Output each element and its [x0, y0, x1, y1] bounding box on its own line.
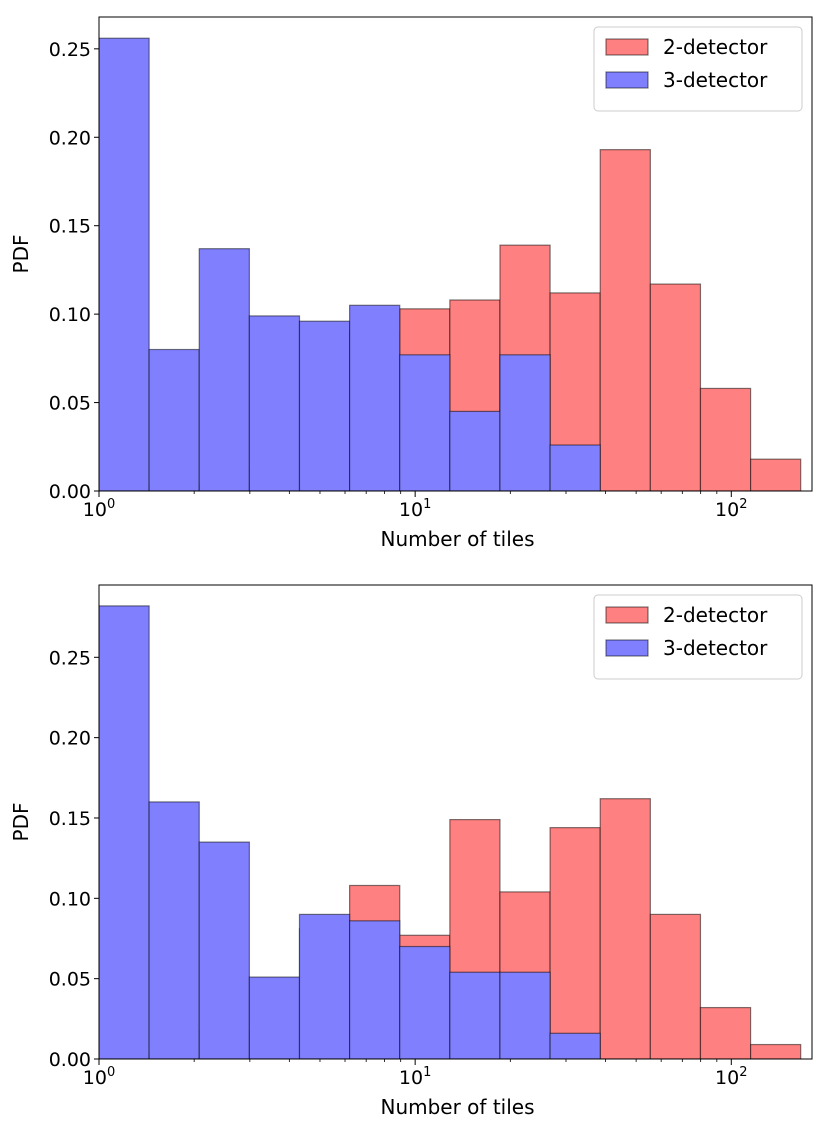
bar-3-detector-0	[99, 37, 150, 491]
legend-label-3-detector: 3-detector	[663, 636, 768, 660]
legend-swatch-2-detector	[605, 606, 649, 624]
y-tick-label: 0.20	[49, 127, 91, 149]
bar-3-detector-1	[148, 801, 200, 1059]
bar-3-detector-7	[449, 971, 501, 1059]
bar-3-detector-4	[298, 913, 351, 1059]
y-axis-label: PDF	[9, 803, 33, 842]
bar-3-detector-3	[248, 976, 301, 1059]
bar-3-detector-2	[198, 248, 250, 491]
bar-2-detector-10	[599, 798, 651, 1059]
x-tick-label: 102	[715, 1065, 747, 1089]
top-histogram-panel: 0.00 0.05 0.10 0.15 0.20 0.25 100 101 102 Number …	[9, 16, 813, 551]
bar-3-detector-9	[549, 1032, 601, 1059]
legend-swatch-3-detector	[605, 71, 649, 89]
legend-label-2-detector: 2-detector	[663, 35, 768, 59]
x-tick-label: 102	[715, 497, 747, 521]
legend: 2-detector 3-detector	[593, 594, 803, 680]
y-tick-label: 0.10	[49, 304, 91, 326]
bar-2-detector-13	[749, 458, 802, 491]
bar-3-detector-2	[198, 841, 250, 1059]
bar-3-detector-3	[248, 315, 301, 491]
bars-group	[99, 37, 802, 491]
bar-3-detector-5	[349, 304, 401, 491]
y-tick-label: 0.20	[49, 728, 91, 750]
x-axis-label: Number of tiles	[380, 1095, 534, 1119]
bottom-histogram-panel: 0.00 0.05 0.10 0.15 0.20 0.25 100 101 102 Number …	[9, 584, 813, 1119]
bar-3-detector-9	[549, 444, 601, 491]
bar-3-detector-8	[499, 971, 551, 1059]
y-tick-label: 0.25	[49, 647, 91, 669]
y-tick-label: 0.00	[49, 1049, 91, 1071]
bar-3-detector-6	[399, 354, 451, 491]
bar-2-detector-12	[699, 387, 752, 491]
axes-frame	[98, 16, 813, 492]
bars-group	[99, 605, 802, 1059]
axes-frame	[98, 584, 813, 1060]
x-tick-label: 100	[83, 1065, 115, 1089]
x-tick-label: 101	[399, 497, 431, 521]
bar-3-detector-4	[298, 320, 351, 491]
x-axis-label: Number of tiles	[380, 527, 534, 551]
bar-2-detector-10	[599, 149, 651, 491]
bar-3-detector-5	[349, 920, 401, 1059]
bar-2-detector-12	[699, 1006, 752, 1059]
y-tick-label: 0.15	[49, 808, 91, 830]
bar-3-detector-1	[148, 348, 200, 491]
y-tick-label: 0.05	[49, 969, 91, 991]
bar-3-detector-0	[99, 605, 150, 1059]
legend: 2-detector 3-detector	[593, 26, 803, 112]
bar-3-detector-8	[499, 354, 551, 491]
x-tick-label: 100	[83, 497, 115, 521]
bar-2-detector-11	[649, 283, 702, 491]
bar-3-detector-7	[449, 410, 501, 491]
bar-2-detector-11	[649, 913, 702, 1059]
y-axis-label: PDF	[9, 235, 33, 274]
legend-label-3-detector: 3-detector	[663, 68, 768, 92]
legend-label-2-detector: 2-detector	[663, 603, 768, 627]
y-tick-label: 0.00	[49, 481, 91, 503]
y-tick-label: 0.15	[49, 216, 91, 238]
y-tick-label: 0.25	[49, 39, 91, 61]
x-tick-label: 101	[399, 1065, 431, 1089]
legend-swatch-2-detector	[605, 38, 649, 56]
bar-2-detector-9	[549, 827, 601, 1059]
y-tick-label: 0.05	[49, 393, 91, 415]
legend-swatch-3-detector	[605, 639, 649, 657]
bar-2-detector-13	[749, 1043, 802, 1059]
bar-3-detector-6	[399, 945, 451, 1059]
y-tick-label: 0.10	[49, 888, 91, 910]
